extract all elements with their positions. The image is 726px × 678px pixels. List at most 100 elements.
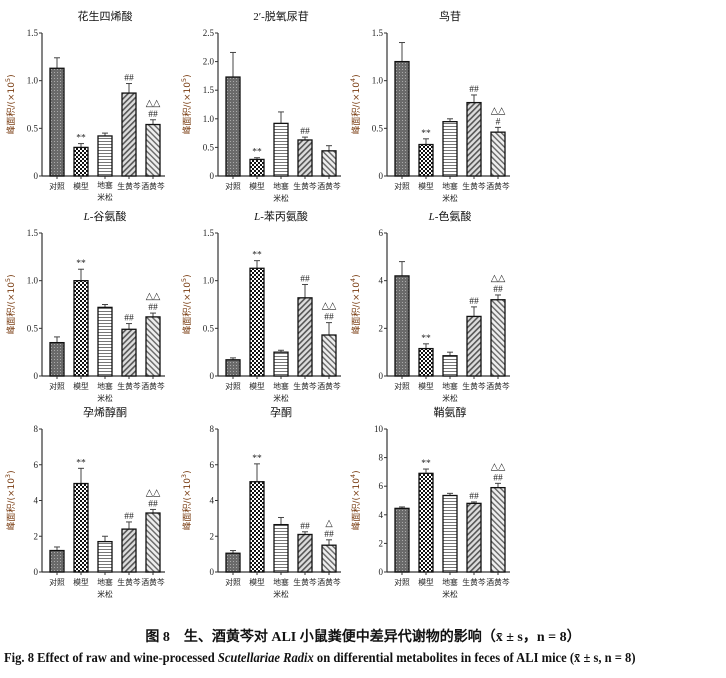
- x-tick-label: 米松: [273, 393, 289, 403]
- x-tick-label: 米松: [442, 393, 458, 403]
- x-tick-label: 生黄芩: [293, 381, 317, 391]
- y-axis-label: 峰面积/(×105): [4, 274, 17, 334]
- bar: [466, 101, 482, 177]
- significance-mark: ##: [469, 297, 479, 307]
- significance-mark: △△: [491, 462, 506, 472]
- y-tick-label: 0.5: [372, 123, 384, 133]
- ylabel-prefix: 峰面积/(×10: [350, 478, 362, 531]
- chart-panel: 花生四烯酸 峰面积/(×105) 0 0.5 1.0 1.5 对照 ** 模型 地塞米松 ## 生黄芩…: [0, 0, 240, 202]
- y-axis-label: 峰面积/(×105): [180, 274, 193, 334]
- bar: [273, 122, 289, 177]
- ylabel-suffix: ): [7, 74, 17, 78]
- y-tick-label: 0: [379, 171, 384, 181]
- ylabel-exponent: 5: [4, 78, 12, 82]
- y-tick-label: 1.5: [203, 228, 215, 238]
- chart-title: L-谷氨酸: [83, 209, 127, 223]
- ylabel-exponent: 4: [349, 474, 357, 478]
- caption-english: Fig. 8 Effect of raw and wine-processed …: [4, 650, 679, 666]
- x-tick-label: 对照: [225, 577, 241, 587]
- bar: [490, 299, 506, 377]
- significance-mark: ##: [300, 274, 310, 284]
- significance-mark: △△: [146, 488, 161, 498]
- significance-mark: △△: [146, 99, 161, 109]
- x-tick-label: 酒黄芩: [141, 577, 165, 587]
- significance-mark: ##: [493, 473, 503, 483]
- x-tick-label: 酒黄芩: [317, 181, 341, 191]
- ylabel-prefix: 峰面积/(×10: [5, 282, 17, 335]
- y-tick-label: 0.5: [203, 323, 215, 333]
- bar: [73, 482, 89, 573]
- significance-mark: **: [421, 459, 431, 469]
- y-tick-label: 2: [34, 531, 39, 541]
- significance-mark: ##: [300, 522, 310, 532]
- ylabel-suffix: ): [352, 274, 362, 278]
- bar: [442, 494, 458, 573]
- y-tick-label: 0: [34, 567, 39, 577]
- title-italic: L: [253, 211, 260, 223]
- bar: [297, 139, 313, 177]
- ylabel-suffix: ): [352, 74, 362, 78]
- y-tick-label: 8: [34, 424, 39, 434]
- caption-chinese: 图 8 生、酒黄芩对 ALI 小鼠粪便中差异代谢物的影响（x̄ ± s，n = …: [145, 630, 581, 645]
- chart-title: 2′-脱氧尿苷: [253, 9, 309, 23]
- bar: [490, 131, 506, 177]
- y-axis-label: 峰面积/(×104): [349, 470, 362, 530]
- x-tick-label: 对照: [394, 577, 410, 587]
- chart-panel: 鸟苷 峰面积/(×104) 0 0.5 1.0 1.5 对照 ** 模型 地塞 米松 ## 生黄芩 △△ #…: [345, 0, 585, 203]
- x-tick-label: 模型: [73, 381, 89, 391]
- x-tick-label: 地塞: [442, 381, 458, 391]
- significance-mark: ##: [469, 85, 479, 95]
- bar: [249, 158, 265, 177]
- chart-title: 鸟苷: [439, 9, 461, 23]
- y-axis-label: 峰面积/(×105): [4, 74, 17, 134]
- y-tick-label: 0: [34, 371, 39, 381]
- y-tick-label: 0: [379, 371, 384, 381]
- ylabel-exponent: 4: [349, 78, 357, 82]
- chart-title: L-苯丙氨酸: [253, 209, 308, 223]
- bar: [97, 306, 113, 377]
- bar: [97, 540, 113, 573]
- bar: [418, 347, 434, 377]
- y-tick-label: 1.5: [203, 85, 215, 95]
- bar: [49, 67, 65, 177]
- x-tick-label: 酒黄芩: [141, 181, 165, 191]
- significance-mark: ##: [493, 285, 503, 295]
- x-tick-label: 酒黄芩: [486, 381, 510, 391]
- x-tick-label: 地塞: [442, 181, 458, 191]
- x-tick-label: 酒黄芩: [486, 181, 510, 191]
- y-tick-label: 0.5: [27, 123, 39, 133]
- bar: [73, 280, 89, 377]
- y-tick-label: 0: [210, 567, 215, 577]
- bar: [394, 275, 410, 377]
- bar: [145, 123, 161, 177]
- bar: [466, 315, 482, 377]
- x-tick-label: 对照: [49, 181, 65, 191]
- significance-mark: △△: [322, 302, 337, 312]
- significance-mark: **: [252, 454, 262, 464]
- significance-mark: ##: [124, 314, 134, 324]
- x-tick-label-wrap: 地塞米松: [97, 181, 113, 202]
- chart-panel: 鞘氨醇 峰面积/(×104) 0 2 4 6 8 10 对照 ** 模型 地塞 米松 ## 生黄芩 △△ ## 酒…: [345, 396, 585, 599]
- x-tick-label: 模型: [418, 381, 434, 391]
- x-tick-label: 生黄芩: [462, 381, 486, 391]
- ylabel-prefix: 峰面积/(×10: [350, 282, 362, 335]
- y-tick-label: 1.5: [27, 28, 39, 38]
- x-tick-label: 米松: [273, 589, 289, 599]
- x-tick-label: 模型: [249, 181, 265, 191]
- chart-panel: 孕烯醇酮 峰面积/(×103) 0 2 4 6 8 对照 ** 模型 地塞 米松 ## 生黄芩 △△ ## 酒黄…: [0, 396, 240, 599]
- x-tick-label: 米松: [442, 193, 458, 203]
- x-tick-label: 地塞: [273, 381, 289, 391]
- significance-mark: △: [325, 519, 333, 529]
- title-text: 孕烯醇酮: [83, 405, 127, 419]
- significance-mark: ##: [324, 530, 334, 540]
- ylabel-exponent: 5: [4, 278, 12, 282]
- x-tick-label: 对照: [225, 181, 241, 191]
- ylabel-prefix: 峰面积/(×10: [181, 478, 193, 531]
- title-text: 花生四烯酸: [78, 9, 133, 23]
- significance-mark: ##: [148, 303, 158, 313]
- x-tick-label: 模型: [73, 181, 89, 191]
- caption-en-species: Scutellariae Radix: [217, 650, 314, 665]
